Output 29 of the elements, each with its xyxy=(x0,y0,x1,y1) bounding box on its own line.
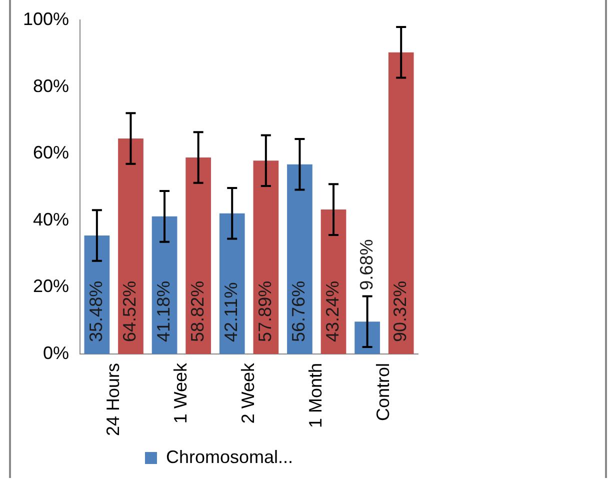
y-tick-label: 20% xyxy=(33,276,70,296)
bar xyxy=(253,160,279,354)
data-label: 41.18% xyxy=(153,280,174,342)
x-tick-label: 1 Month xyxy=(306,362,326,428)
y-tick-label: 0% xyxy=(43,342,70,363)
y-tick-label: 40% xyxy=(33,209,70,230)
y-tick-label: 80% xyxy=(33,76,70,96)
data-label: 58.82% xyxy=(187,280,208,342)
x-tick-label: 2 Week xyxy=(238,362,258,424)
legend-label: Chromosomal... xyxy=(166,446,294,467)
data-label: 9.68% xyxy=(356,239,376,290)
data-label: 35.48% xyxy=(86,280,106,342)
bar xyxy=(354,322,380,354)
data-label: 57.89% xyxy=(254,280,275,342)
bar xyxy=(186,158,211,354)
bar xyxy=(118,138,144,354)
bar xyxy=(219,213,245,354)
y-tick-label: 100% xyxy=(22,8,70,29)
bar xyxy=(287,164,312,354)
x-tick-label: Control xyxy=(373,362,394,421)
data-label: 42.11% xyxy=(221,282,242,342)
y-tick-label: 60% xyxy=(33,142,70,163)
data-label: 90.32% xyxy=(390,280,410,342)
x-tick-label: 1 Week xyxy=(170,362,190,424)
data-label: 64.52% xyxy=(120,280,140,342)
data-label: 56.76% xyxy=(288,280,309,342)
x-tick-label: 24 Hours xyxy=(102,362,123,436)
bar xyxy=(388,52,414,354)
data-label: 43.24% xyxy=(322,280,342,342)
